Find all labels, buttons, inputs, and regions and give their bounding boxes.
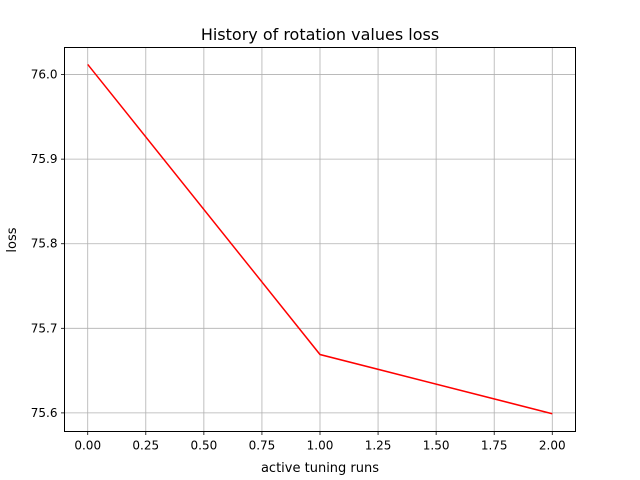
- y-axis-label: loss: [5, 227, 20, 252]
- y-tick-label: 75.6: [31, 406, 58, 420]
- x-axis-label: active tuning runs: [261, 461, 379, 476]
- y-tick-label: 75.7: [31, 321, 58, 335]
- x-tick-label: 0.50: [191, 439, 218, 453]
- ticks: 0.00 0.25 0.50 0.75 1.00 1.25 1.50 1.75 2.00 75.6…: [31, 68, 566, 453]
- y-tick-label: 76.0: [31, 68, 58, 82]
- x-tick-label: 1.25: [365, 439, 392, 453]
- y-tick-label: 75.8: [31, 237, 58, 251]
- y-tick-label: 75.9: [31, 152, 58, 166]
- x-tick-label: 0.75: [249, 439, 276, 453]
- x-tick-label: 0.00: [74, 439, 101, 453]
- x-tick-label: 1.00: [307, 439, 334, 453]
- chart-title: History of rotation values loss: [201, 25, 439, 44]
- series-layer: [87, 63, 553, 415]
- x-tick-label: 0.25: [132, 439, 159, 453]
- grid: [64, 47, 576, 432]
- x-tick-label: 1.50: [423, 439, 450, 453]
- x-tick-label: 2.00: [539, 439, 566, 453]
- x-tick-label: 1.75: [481, 439, 508, 453]
